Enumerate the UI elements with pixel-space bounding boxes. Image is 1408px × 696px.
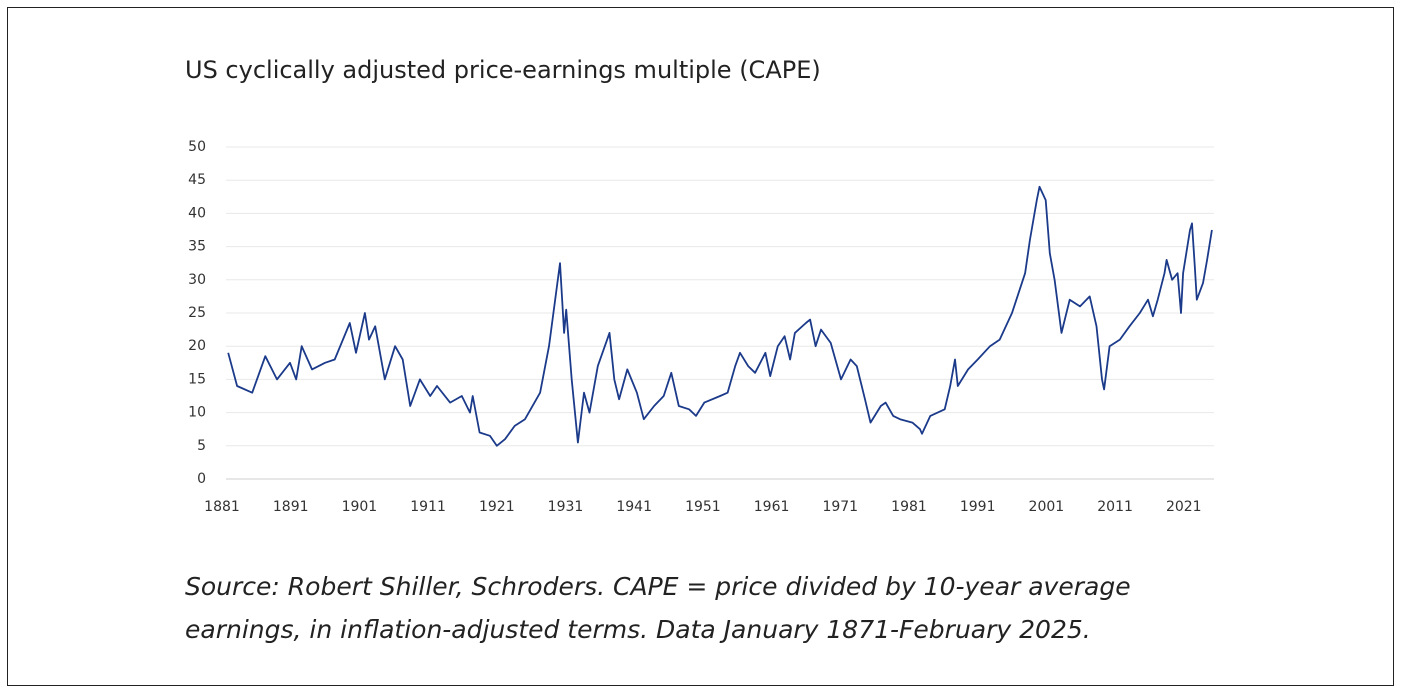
y-tick-label: 45	[188, 172, 206, 188]
y-tick-label: 50	[188, 139, 206, 155]
y-tick-label: 25	[188, 305, 206, 321]
x-tick-label: 2021	[1166, 499, 1202, 515]
x-tick-label: 1921	[479, 499, 515, 515]
y-tick-label: 35	[188, 239, 206, 255]
x-tick-label: 2001	[1029, 499, 1065, 515]
x-tick-label: 1971	[822, 499, 858, 515]
y-tick-label: 15	[188, 371, 206, 387]
chart-title: US cyclically adjusted price-earnings mu…	[185, 56, 821, 84]
x-tick-label: 1911	[410, 499, 446, 515]
x-tick-label: 1991	[960, 499, 996, 515]
x-tick-label: 1901	[342, 499, 378, 515]
cape-line	[227, 185, 1213, 447]
y-tick-label: 30	[188, 272, 206, 288]
y-tick-label: 10	[188, 405, 206, 421]
x-tick-label: 1881	[204, 499, 240, 515]
x-tick-label: 1891	[273, 499, 309, 515]
x-tick-label: 1951	[685, 499, 721, 515]
y-tick-label: 0	[197, 471, 206, 487]
frame	[7, 7, 1394, 686]
x-tick-label: 1931	[548, 499, 584, 515]
y-tick-label: 5	[197, 438, 206, 454]
source-note: earnings, in inflation-adjusted terms. D…	[185, 615, 1091, 644]
x-tick-label: 2011	[1097, 499, 1133, 515]
x-tick-label: 1981	[891, 499, 927, 515]
x-tick-label: 1941	[616, 499, 652, 515]
y-tick-label: 20	[188, 338, 206, 354]
y-tick-label: 40	[188, 205, 206, 221]
x-tick-label: 1961	[754, 499, 790, 515]
source-note: Source: Robert Shiller, Schroders. CAPE …	[185, 572, 1131, 601]
